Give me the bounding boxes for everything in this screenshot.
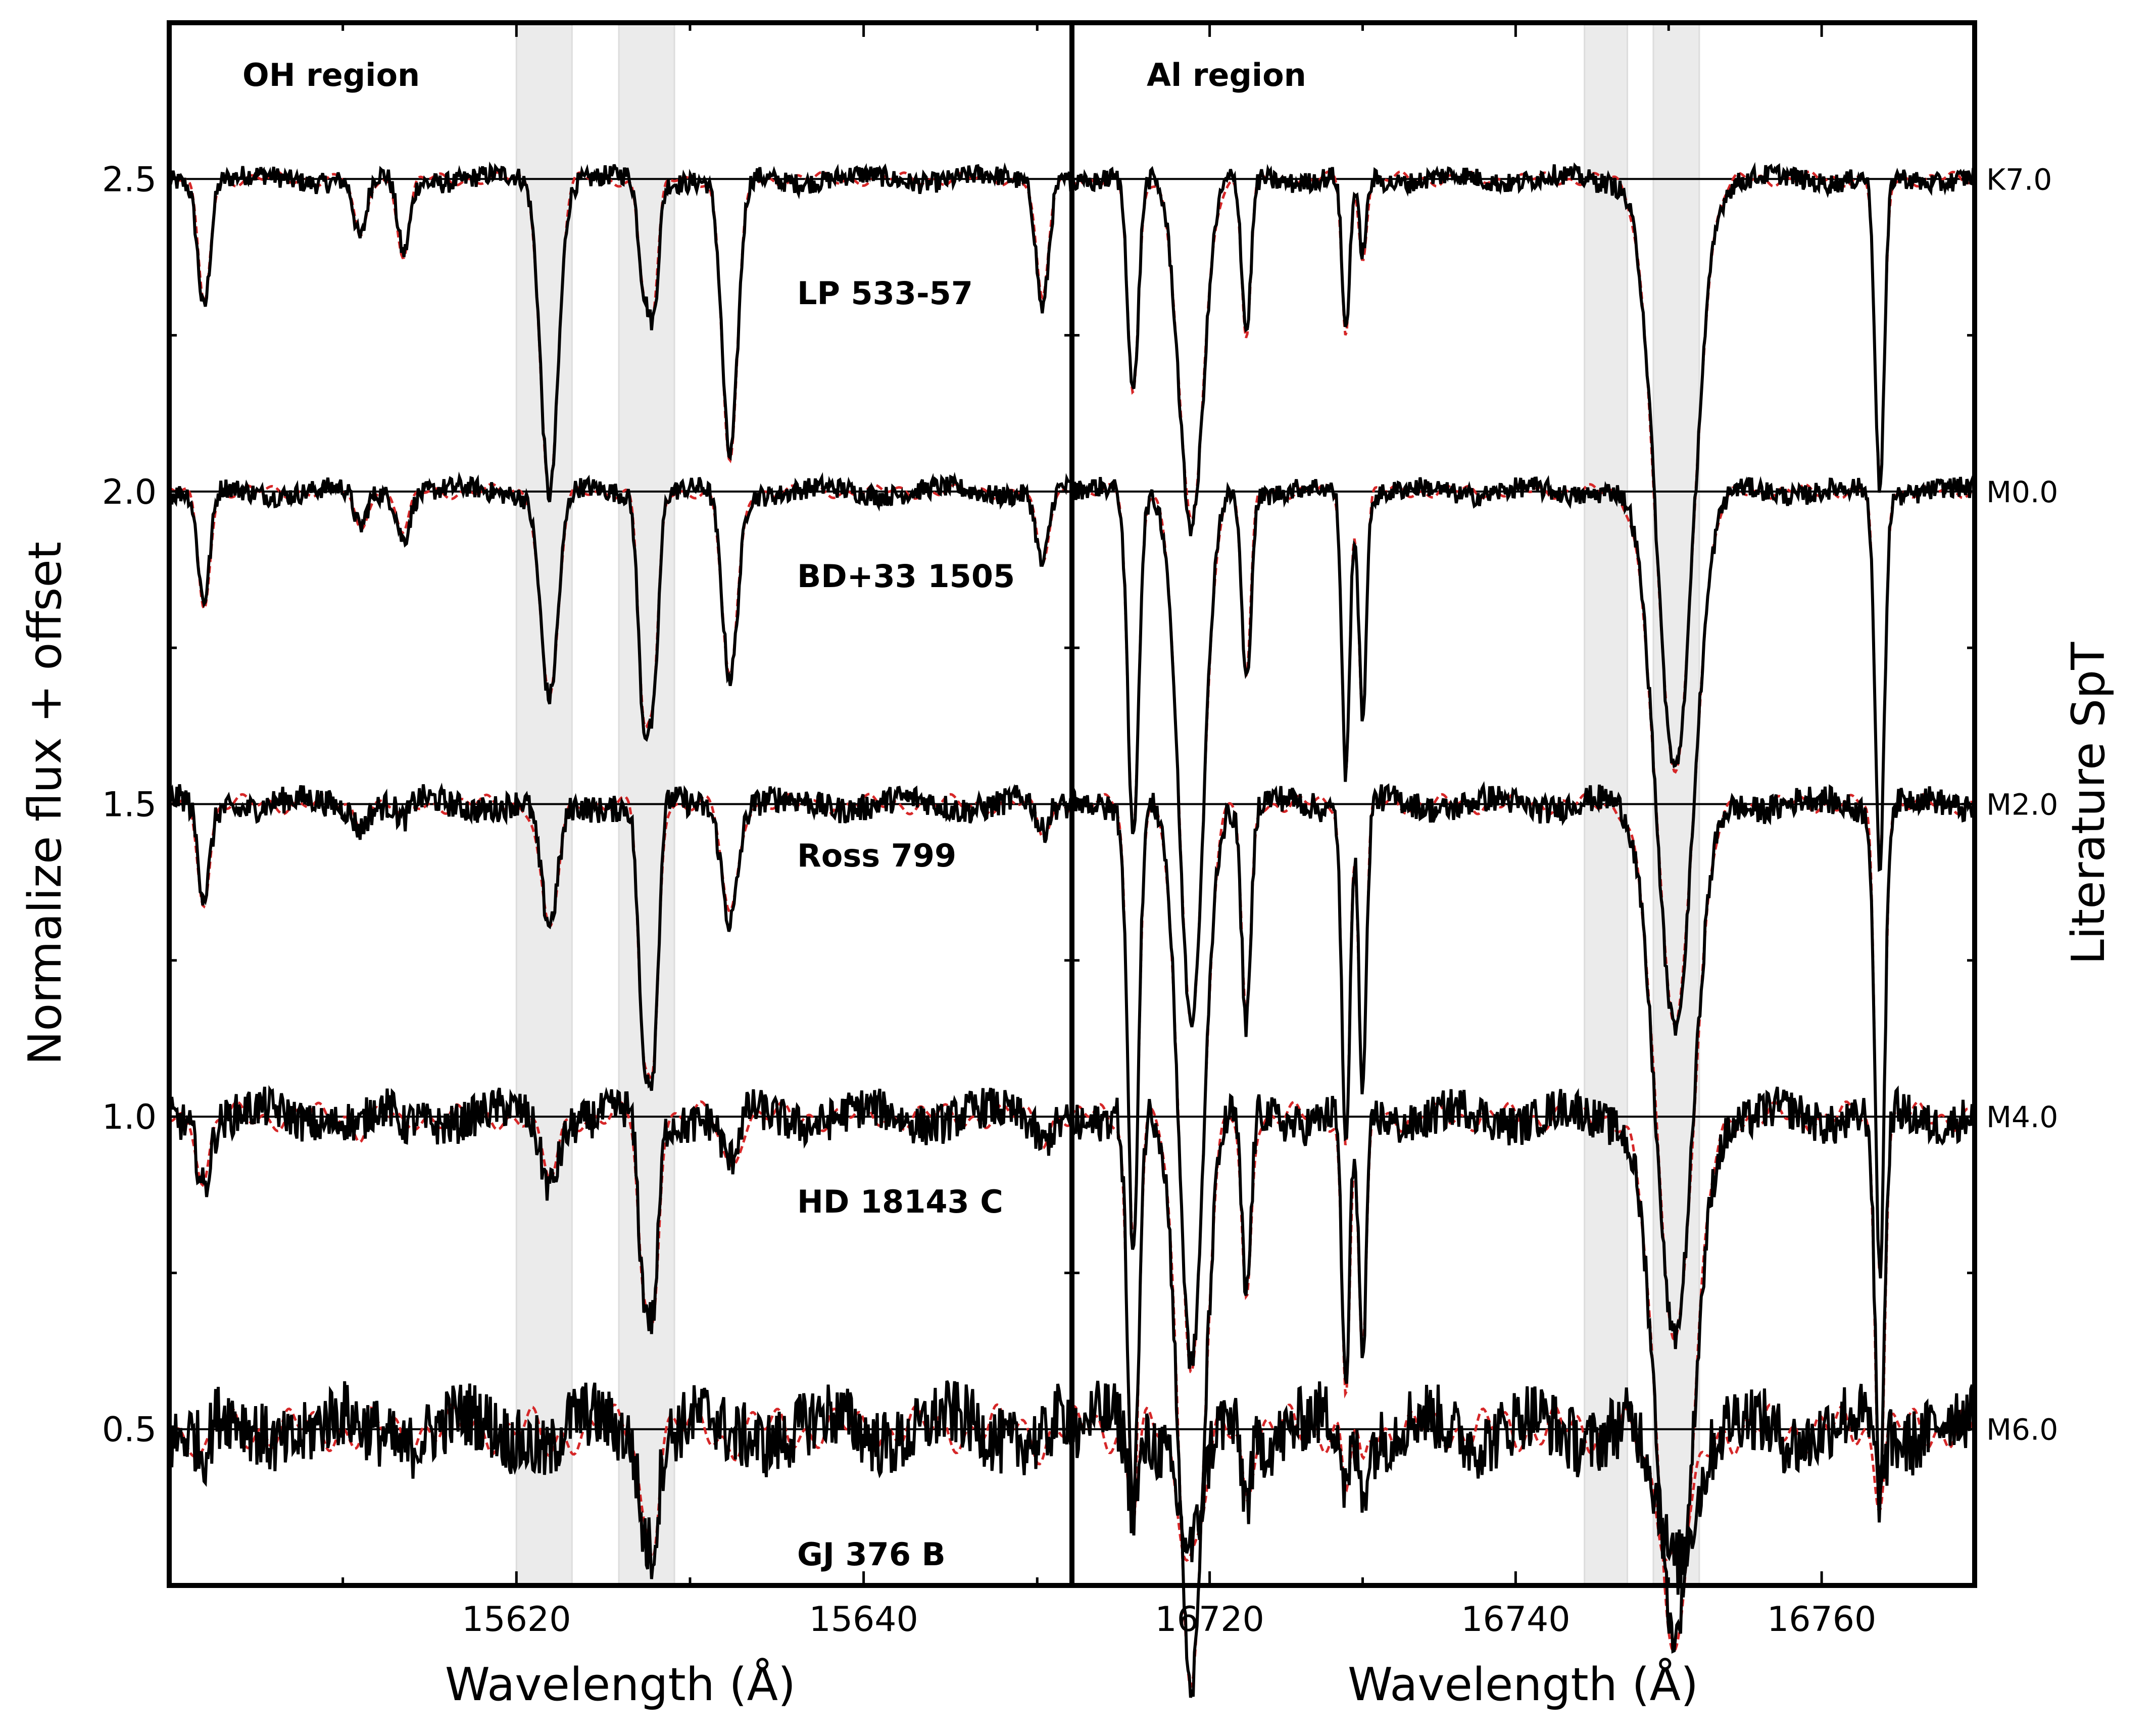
al-observed-spectrum-4 (1070, 1380, 1976, 1595)
spt-label-3: M4.0 (1986, 1100, 2058, 1134)
y-tick-label-1: 1.0 (102, 1097, 157, 1137)
oh-observed-spectra (168, 161, 1073, 1579)
al-ticks: 16720 16740 16760 (1072, 21, 1975, 1640)
al-x-tick-label-0: 16720 (1155, 1600, 1264, 1640)
oh-region-title: OH region (242, 57, 420, 93)
star-label-lp-533-57: LP 533-57 (797, 275, 973, 312)
y-tick-label-3: 2.0 (102, 472, 157, 512)
al-observed-spectra (1070, 162, 1976, 1698)
al-observed-spectrum-0 (1070, 162, 1976, 768)
y-tick-labels: 0.5 1.0 1.5 2.0 2.5 (102, 160, 157, 1450)
right-axis-title: Literature SpT (2062, 642, 2115, 965)
spt-label-1: M0.0 (1986, 475, 2058, 509)
oh-panel: 15620 15640 OH region LP 533-57 BD+33 150… (167, 20, 1074, 1711)
star-label-gj-376-b: GJ 376 B (797, 1536, 946, 1573)
al-x-tick-label-2: 16760 (1767, 1600, 1876, 1640)
spectral-type-labels: K7.0 M0.0 M2.0 M4.0 M6.0 (1986, 162, 2058, 1447)
spt-label-4: M6.0 (1986, 1413, 2058, 1447)
al-panel: 16720 16740 16760 Al region Wavelength (Å) (1069, 20, 1977, 1711)
spt-label-2: M2.0 (1986, 788, 2058, 822)
al-observed-spectrum-1 (1070, 475, 1976, 1036)
oh-x-tick-label-0: 15620 (462, 1600, 571, 1640)
star-label-bd33-1505: BD+33 1505 (797, 558, 1015, 595)
oh-observed-spectrum-0 (168, 161, 1072, 503)
al-model-spectrum-1 (1071, 483, 1975, 1026)
al-x-axis-title: Wavelength (Å) (1348, 1657, 1698, 1711)
al-x-tick-label-1: 16740 (1461, 1600, 1570, 1640)
oh-observed-spectrum-2 (168, 782, 1073, 1091)
al-observed-spectrum-3 (1070, 1085, 1976, 1698)
oh-observed-spectrum-4 (168, 1380, 1073, 1579)
oh-observed-spectrum-1 (168, 471, 1073, 742)
al-region-title: Al region (1147, 57, 1306, 93)
al-observed-spectrum-2 (1070, 781, 1975, 1369)
y-axis-title: Normalize flux + offset (19, 542, 72, 1065)
star-label-ross-799: Ross 799 (797, 837, 956, 874)
oh-x-axis-title: Wavelength (Å) (445, 1657, 796, 1711)
y-tick-label-4: 2.5 (102, 160, 157, 200)
oh-observed-spectrum-3 (168, 1085, 1073, 1334)
oh-x-tick-label-1: 15640 (809, 1600, 918, 1640)
y-tick-label-0: 0.5 (102, 1410, 157, 1450)
y-tick-label-2: 1.5 (102, 785, 157, 825)
star-label-hd-18143-c: HD 18143 C (797, 1183, 1003, 1220)
spt-label-0: K7.0 (1986, 162, 2052, 197)
oh-ticks: 15620 15640 (169, 21, 1072, 1640)
al-model-spectrum-2 (1071, 793, 1976, 1373)
